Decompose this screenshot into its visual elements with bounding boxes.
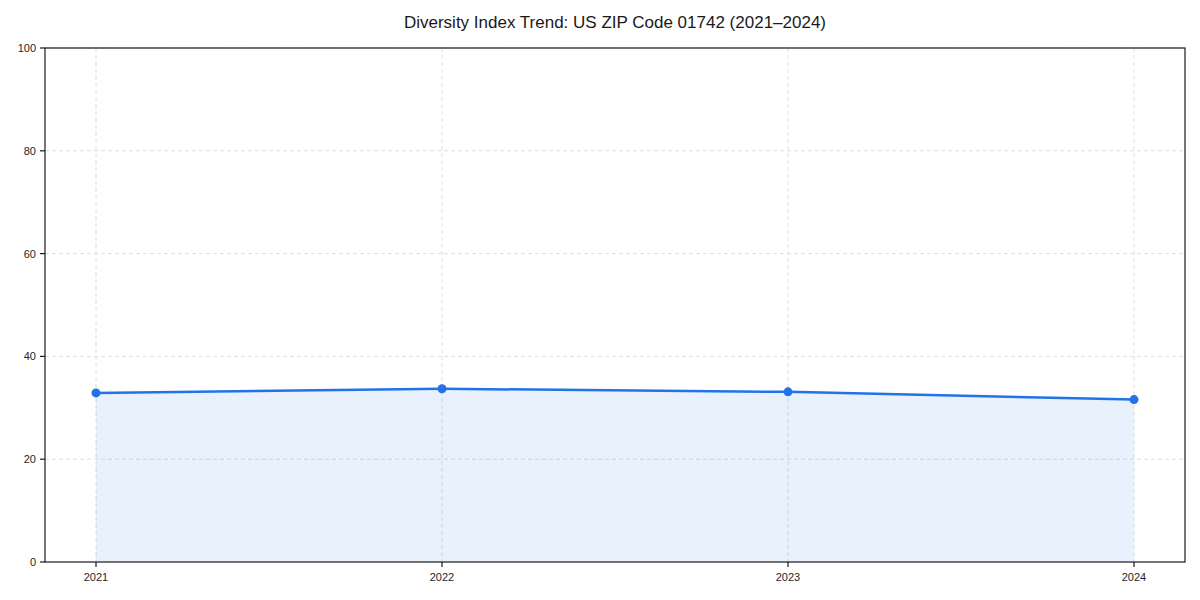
y-tick-label: 40 <box>24 350 36 362</box>
figure: Diversity Index Trend: US ZIP Code 01742… <box>0 0 1200 600</box>
x-tick-label: 2022 <box>430 571 454 583</box>
x-tick-label: 2024 <box>1122 571 1146 583</box>
y-tick-label: 0 <box>30 556 36 568</box>
x-tick-label: 2021 <box>84 571 108 583</box>
y-tick-label: 100 <box>18 42 36 54</box>
data-point-2024 <box>1130 395 1139 404</box>
diversity-index-chart: Diversity Index Trend: US ZIP Code 01742… <box>0 0 1200 600</box>
x-tick-label: 2023 <box>776 571 800 583</box>
y-tick-label: 60 <box>24 248 36 260</box>
y-tick-label: 20 <box>24 453 36 465</box>
data-point-2022 <box>438 384 447 393</box>
series-layer <box>92 384 1139 562</box>
y-tick-label: 80 <box>24 145 36 157</box>
data-point-2021 <box>92 388 101 397</box>
area-fill <box>96 389 1134 562</box>
chart-title: Diversity Index Trend: US ZIP Code 01742… <box>404 13 826 32</box>
data-point-2023 <box>784 387 793 396</box>
